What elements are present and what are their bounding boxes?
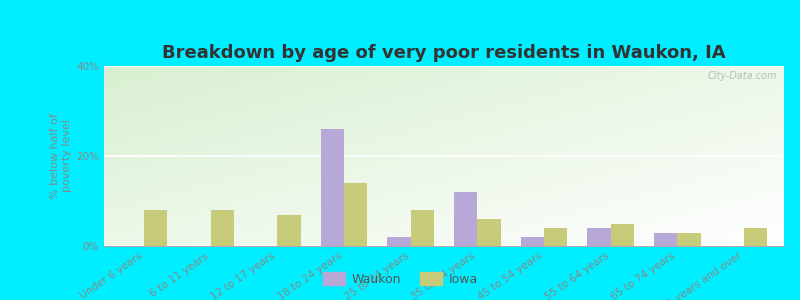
- Bar: [210, 210, 234, 246]
- Text: City-Data.com: City-Data.com: [707, 71, 778, 81]
- Bar: [544, 228, 567, 246]
- Bar: [410, 210, 434, 246]
- Y-axis label: % below half of
poverty level: % below half of poverty level: [50, 113, 72, 199]
- Bar: [744, 228, 767, 246]
- Bar: [454, 192, 478, 246]
- Bar: [521, 237, 544, 246]
- Bar: [610, 224, 634, 246]
- Title: Breakdown by age of very poor residents in Waukon, IA: Breakdown by age of very poor residents …: [162, 44, 726, 62]
- Bar: [587, 228, 610, 246]
- Bar: [321, 129, 344, 246]
- Bar: [387, 237, 410, 246]
- Bar: [478, 219, 501, 246]
- Bar: [678, 232, 701, 246]
- Bar: [144, 210, 167, 246]
- Bar: [344, 183, 367, 246]
- Bar: [654, 232, 678, 246]
- Bar: [278, 214, 301, 246]
- Legend: Waukon, Iowa: Waukon, Iowa: [318, 267, 482, 291]
